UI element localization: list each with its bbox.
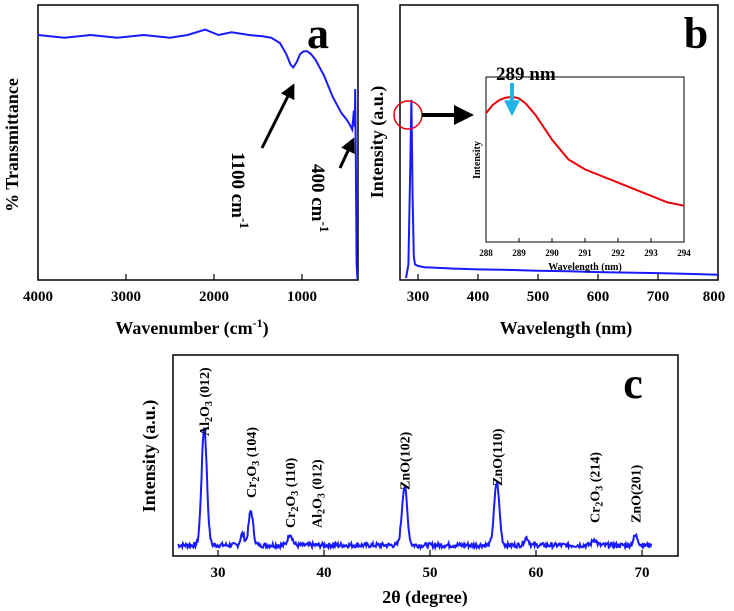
inset-spectrum-line	[485, 95, 685, 207]
tick-label: 288	[479, 248, 493, 258]
panel-b-ticks	[417, 274, 719, 280]
tick-label: 289	[512, 248, 526, 258]
panel-b-ylabel: Intensity (a.u.)	[367, 86, 388, 199]
peak-label: ZnO(201)	[630, 464, 645, 523]
tick-label: 4000	[23, 289, 53, 305]
panel-b-xlabel: Wavelength (nm)	[500, 318, 633, 339]
panel-b-frame	[399, 4, 719, 281]
peak-label: Cr2O3 (104)	[245, 427, 262, 498]
annotation-400: 400 cm-1	[307, 164, 332, 232]
panel-b-letter: b	[684, 9, 708, 58]
panel-a-ylabel: % Transmittance	[2, 78, 22, 212]
tick-label: 1000	[287, 289, 317, 305]
annotation-arrow-400	[338, 137, 355, 169]
panel-a-letter: a	[307, 9, 329, 58]
panel-a-tick-labels: 4000 3000 2000 1000	[23, 289, 317, 305]
inset-frame	[485, 76, 685, 243]
tick-label: 800	[703, 289, 726, 305]
inset-tick-labels: 288 289 290 291 292 293 294	[479, 248, 691, 258]
peak-label: Cr2O3 (110)	[284, 457, 301, 528]
uv-vis-spectrum-line	[405, 99, 719, 279]
peak-label: 289 nm	[496, 64, 556, 85]
tick-label: 291	[578, 248, 592, 258]
panel-c: 30 40 50 60 70 2θ (degree) Intensity (a.…	[139, 354, 679, 608]
peak-label: Al2O3 (012)	[198, 367, 215, 436]
peak-label: Al2O3 (012)	[311, 459, 328, 528]
panel-a-xlabel: Wavenumber (cm-1)	[115, 316, 268, 339]
ftir-spectrum-line	[37, 28, 359, 279]
peak-label: Cr2O3 (214)	[588, 452, 605, 523]
peak-highlight-circle	[393, 100, 423, 130]
inset-ylabel: Intensity	[472, 141, 483, 179]
xrd-peak-labels: Al2O3 (012) Cr2O3 (104) Cr2O3 (110) Al2O3 (…	[198, 367, 644, 528]
tick-label: 600	[587, 289, 610, 305]
tick-label: 3000	[111, 289, 141, 305]
xrd-pattern-line	[177, 427, 653, 552]
panel-a-frame	[37, 4, 359, 281]
tick-label: 30	[211, 565, 226, 581]
tick-label: 500	[527, 289, 550, 305]
tick-label: 293	[644, 248, 658, 258]
annotation-1100: 1100 cm-1	[227, 152, 252, 229]
panel-a-ticks	[37, 274, 303, 280]
tick-label: 290	[545, 248, 559, 258]
peak-label: ZnO(102)	[399, 431, 414, 490]
panel-c-tick-labels: 30 40 50 60 70	[211, 565, 650, 581]
tick-label: 294	[677, 248, 691, 258]
tick-label: 400	[467, 289, 490, 305]
tick-label: 292	[611, 248, 625, 258]
panel-c-letter: c	[623, 359, 643, 408]
tick-label: 50	[423, 565, 438, 581]
peak-label: ZnO(110)	[491, 428, 506, 486]
panel-b: 300 400 500 600 700 800 Wavelength (nm) …	[367, 4, 726, 339]
inset-ticks	[485, 238, 685, 242]
tick-label: 40	[317, 565, 332, 581]
tick-label: 60	[529, 565, 544, 581]
panel-b-tick-labels: 300 400 500 600 700 800	[407, 289, 726, 305]
panel-a: 4000 3000 2000 1000 Wavenumber (cm-1) % …	[2, 4, 359, 339]
annotation-arrow-1100	[260, 83, 295, 149]
tick-label: 300	[407, 289, 430, 305]
tick-label: 2000	[199, 289, 229, 305]
tick-label: 700	[647, 289, 670, 305]
inset-plot: 288 289 290 291 292 293 294 Wavelength (…	[472, 64, 691, 273]
panel-c-ticks	[217, 550, 643, 556]
inset-xlabel: Wavelength (nm)	[548, 262, 622, 273]
panel-c-ylabel: Intensity (a.u.)	[139, 400, 160, 513]
panel-c-frame	[172, 354, 679, 557]
tick-label: 70	[635, 565, 650, 581]
panel-c-xlabel: 2θ (degree)	[382, 587, 468, 608]
